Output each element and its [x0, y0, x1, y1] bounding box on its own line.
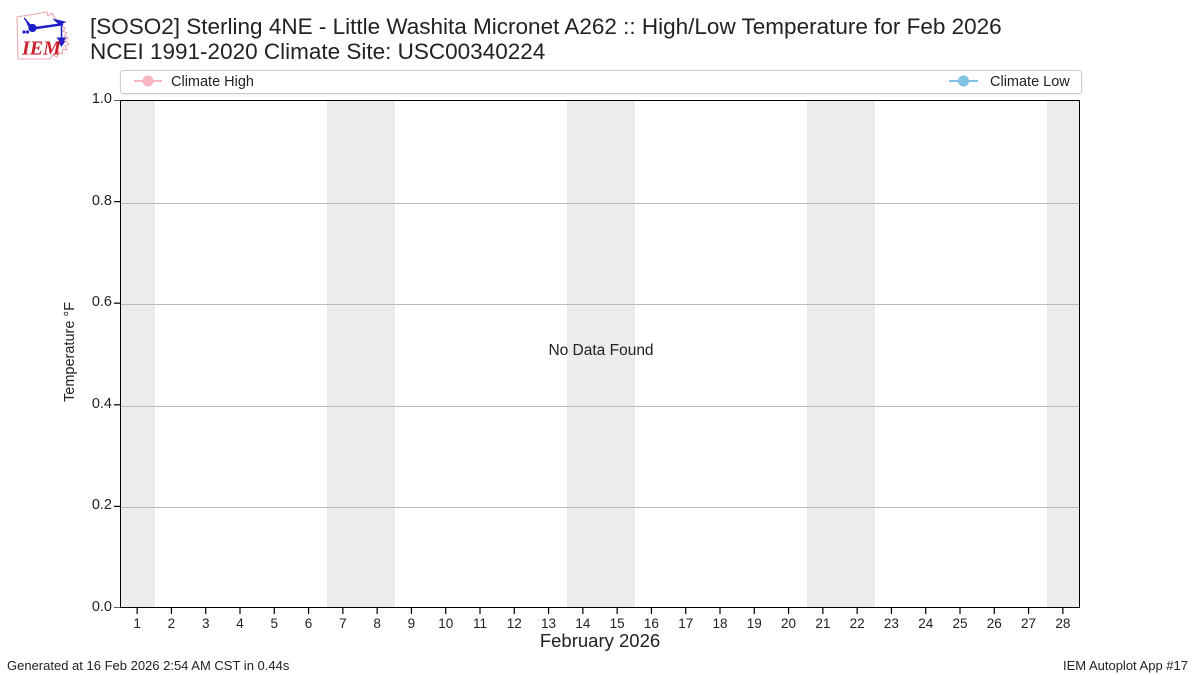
svg-text:IEM: IEM — [21, 38, 62, 60]
